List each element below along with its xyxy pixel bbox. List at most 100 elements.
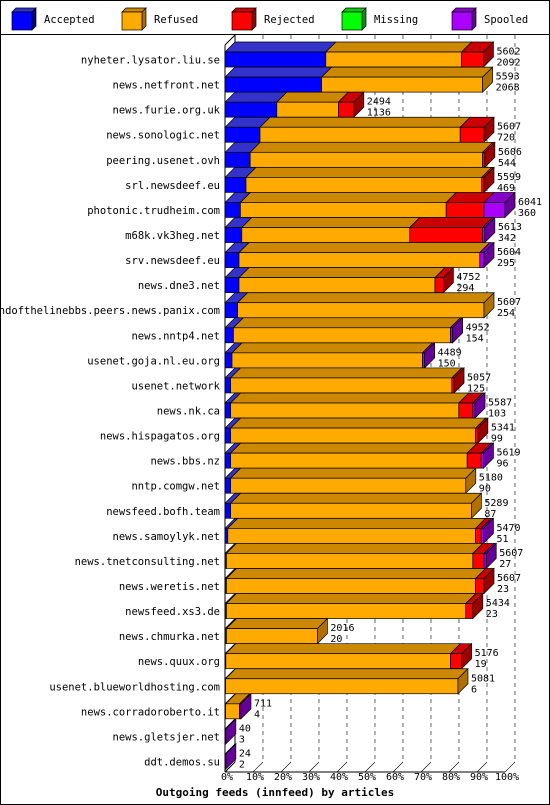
bar-segment-refused (225, 703, 240, 720)
total-label: 5180 (479, 473, 503, 484)
legend-swatch-side (31, 7, 37, 31)
host-label: nyheter.lysator.liu.se (81, 55, 220, 67)
floor-tick (420, 761, 432, 773)
host-label: news.hispagatos.org (100, 431, 220, 443)
host-label: newsfeed.bofh.team (106, 506, 220, 518)
host-label: srv.newsdeef.eu (125, 255, 220, 267)
total-label: 5613 (498, 222, 522, 233)
bar-segment-accepted (224, 227, 243, 243)
bar-segment-accepted (224, 51, 327, 68)
bar-segment-refused (245, 177, 483, 193)
bar-segment-top (229, 467, 477, 479)
host-label: nntp.comgw.net (131, 481, 220, 493)
bar-segment-spooled (479, 252, 485, 268)
bar-segment-refused (276, 101, 339, 118)
bar-segment-top (229, 367, 463, 379)
total-label: 5619 (496, 448, 520, 459)
bar-segment-accepted (224, 377, 231, 394)
accepted-label: 544 (498, 158, 516, 169)
bar-segment-top (245, 167, 493, 178)
bar-side (424, 342, 435, 369)
total-label: 5607 (499, 548, 523, 559)
bar-segment-refused (240, 202, 447, 218)
bar-segment-accepted (224, 277, 240, 294)
plot-area: 0% 10% 20% 30% 40% 50% 60% 70% 80% 90% 100% nyheter… (0, 34, 542, 783)
host-label: news.furie.org.uk (113, 105, 221, 117)
bar-side (482, 66, 493, 93)
bar-side (485, 542, 497, 570)
accepted-label: 360 (518, 208, 536, 219)
legend-swatch (451, 11, 473, 31)
bar-segment-top (225, 593, 477, 604)
host-label: usenet.blueworldhosting.com (49, 681, 220, 693)
accepted-label: 125 (467, 383, 485, 394)
bar-side (483, 291, 495, 319)
legend-label: Missing (374, 14, 418, 26)
floor-tick (364, 761, 376, 773)
accepted-label: 23 (486, 609, 498, 620)
host-label: m68k.vk3heg.net (125, 230, 220, 242)
bar-segment-top (238, 242, 491, 253)
x-tick-label: 20% (274, 772, 292, 783)
legend-label: Refused (154, 14, 198, 26)
bar-segment-refused (241, 227, 411, 243)
accepted-label: 295 (497, 258, 515, 269)
accepted-label: 20 (330, 634, 342, 645)
bar-side (483, 116, 495, 144)
total-label: 5057 (467, 372, 491, 383)
host-label: news.netfront.net (113, 80, 220, 92)
host-label: news.tnetconsulting.net (75, 556, 220, 568)
total-label: 4752 (456, 272, 480, 283)
bar-segment-top (225, 543, 484, 554)
bar-segment-top (229, 392, 470, 404)
bar-segment-refused (226, 553, 474, 569)
accepted-label: 23 (497, 584, 509, 595)
bar-segment-accepted (224, 101, 278, 118)
x-tick-label: 50% (358, 772, 376, 783)
bar-segment-accepted (224, 477, 231, 494)
bar-side (472, 592, 484, 620)
bar-segment-refused (226, 578, 476, 594)
host-label: news.weretis.net (119, 581, 220, 593)
legend-swatch-side (251, 7, 257, 31)
total-label: 5176 (475, 648, 499, 659)
bar-segment-top (225, 568, 487, 579)
bar-segment-top (408, 217, 494, 228)
accepted-label: 2 (239, 759, 245, 770)
bar-segment-top (231, 342, 434, 354)
host-label: news.sonologic.net (106, 130, 220, 142)
bar-side (483, 442, 494, 469)
legend-swatch (231, 11, 253, 31)
legend-swatch (11, 11, 33, 31)
total-label: 2016 (330, 623, 354, 634)
bar-segment-rejected (465, 603, 474, 619)
total-label: 5289 (484, 498, 508, 509)
host-label: peering.usenet.ovh (106, 155, 220, 167)
bar-segment-top (232, 317, 462, 329)
bar-segment-rejected (409, 227, 483, 243)
accepted-label: 4 (254, 709, 260, 720)
bar-segment-refused (230, 427, 476, 444)
accepted-label: 294 (456, 283, 474, 294)
total-label: 5607 (497, 297, 521, 308)
bar-segment-refused (230, 402, 460, 419)
bar-side (474, 392, 486, 419)
host-label: news.corradoroberto.it (81, 706, 220, 718)
bar-segment-top (249, 141, 494, 153)
bar-segment-refused (259, 126, 461, 143)
bar-segment-refused (321, 76, 483, 93)
total-label: 40 (239, 723, 251, 734)
bar-side (317, 617, 328, 645)
bar-segment-refused (238, 277, 436, 294)
accepted-label: 96 (496, 459, 508, 470)
total-label: 5081 (471, 673, 495, 684)
bar-segment-rejected (338, 101, 355, 118)
bar-segment-accepted (224, 502, 231, 519)
accepted-label: 154 (466, 333, 484, 344)
accepted-label: 90 (479, 484, 491, 495)
host-label: photonic.trudheim.com (87, 205, 220, 217)
bar-segment-accepted (224, 76, 322, 93)
x-tick-label: 40% (330, 772, 348, 783)
bar-segment-top (224, 91, 288, 103)
host-label: news.nk.ca (157, 406, 220, 418)
